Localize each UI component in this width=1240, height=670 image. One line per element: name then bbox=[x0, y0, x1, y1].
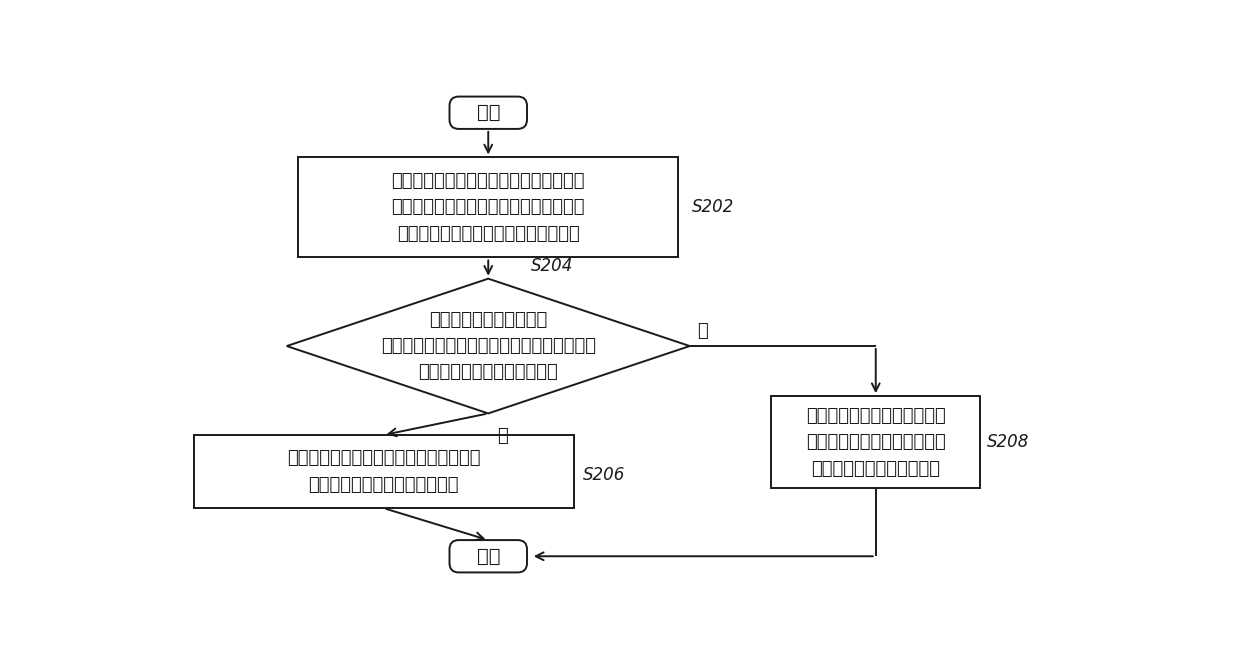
Text: S206: S206 bbox=[583, 466, 625, 484]
Text: 是: 是 bbox=[497, 427, 508, 446]
Text: 控制空调系统的四通阀进行换
向，并控制压缩机升高运行频
率，增大电子膨胀阀的开度: 控制空调系统的四通阀进行换 向，并控制压缩机升高运行频 率，增大电子膨胀阀的开度 bbox=[806, 407, 946, 478]
Bar bbox=[771, 396, 981, 488]
Text: 基于预设回油周期结束，
判断系统运行参数、累计运行时间和室外环境
温度是否均满足制热回油条件: 基于预设回油周期结束， 判断系统运行参数、累计运行时间和室外环境 温度是否均满足… bbox=[381, 311, 595, 381]
Text: 控制空调系统的压缩机升高运行频率，增
大空调系统的电子膨胀阀的开度: 控制空调系统的压缩机升高运行频率，增 大空调系统的电子膨胀阀的开度 bbox=[286, 450, 480, 494]
Text: 结束: 结束 bbox=[476, 547, 500, 565]
Bar bbox=[299, 157, 678, 257]
Text: S208: S208 bbox=[987, 433, 1029, 452]
Text: S204: S204 bbox=[531, 257, 573, 275]
Text: 开始: 开始 bbox=[476, 103, 500, 122]
Text: S202: S202 bbox=[692, 198, 734, 216]
Text: 基于空调系统运行制热模式，获取预设回
油周期内的系统运行参数、与系统运行参
数对应的累计运行时间和室外环境温度: 基于空调系统运行制热模式，获取预设回 油周期内的系统运行参数、与系统运行参 数对… bbox=[392, 172, 585, 243]
Bar bbox=[193, 435, 573, 508]
Text: 否: 否 bbox=[697, 322, 708, 340]
